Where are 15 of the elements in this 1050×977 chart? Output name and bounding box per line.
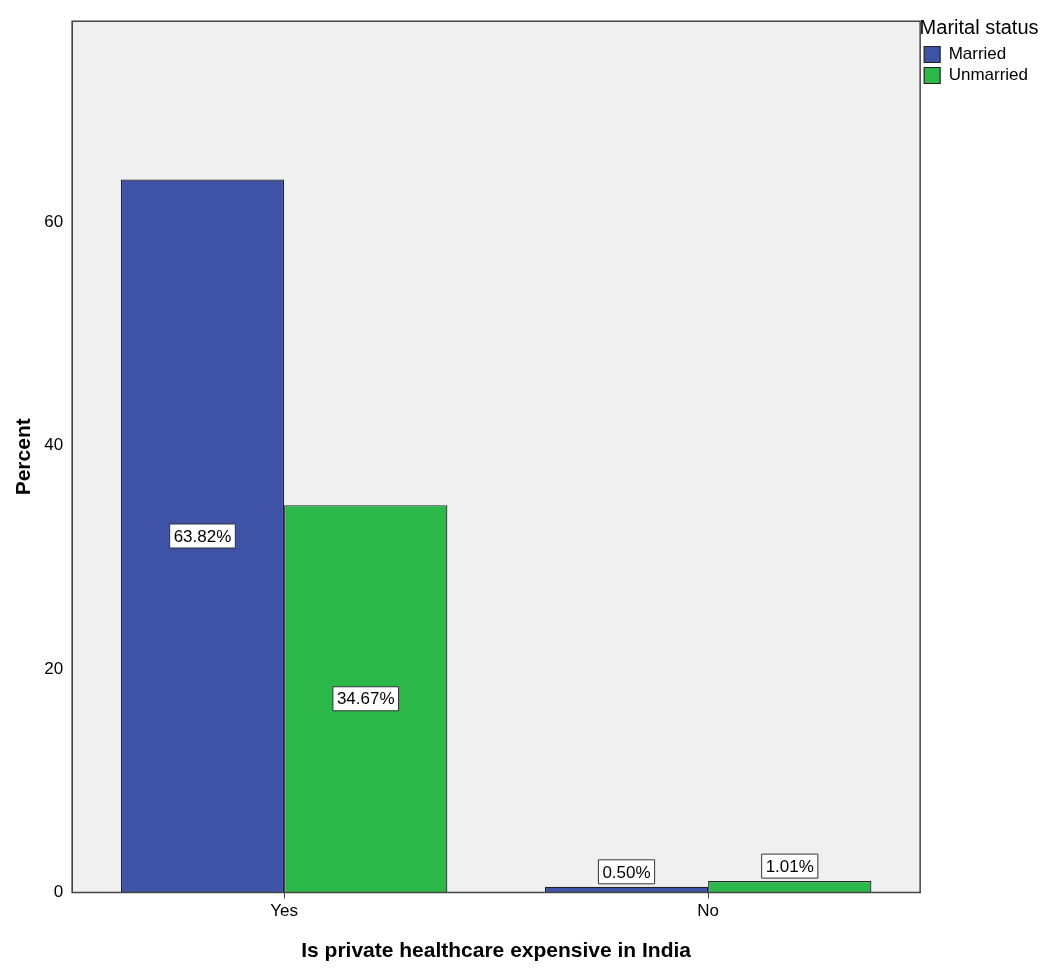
legend-label: Married <box>948 44 1007 64</box>
data-label: 34.67% <box>336 689 395 709</box>
x-tick-label: No <box>697 901 719 921</box>
data-label: 1.01% <box>765 856 814 876</box>
y-tick-label: 40 <box>44 435 64 455</box>
y-tick-label: 20 <box>44 658 64 678</box>
y-tick-label: 60 <box>44 211 64 231</box>
data-label: 63.82% <box>173 526 232 546</box>
y-axis-title: Percent <box>11 418 35 496</box>
legend-title: Marital status <box>919 15 1039 38</box>
y-tick-label: 0 <box>53 882 64 902</box>
x-tick-label: Yes <box>270 901 298 921</box>
data-label: 0.50% <box>602 862 651 882</box>
x-axis-title: Is private healthcare expensive in India <box>301 938 692 962</box>
legend-label: Unmarried <box>948 65 1028 85</box>
